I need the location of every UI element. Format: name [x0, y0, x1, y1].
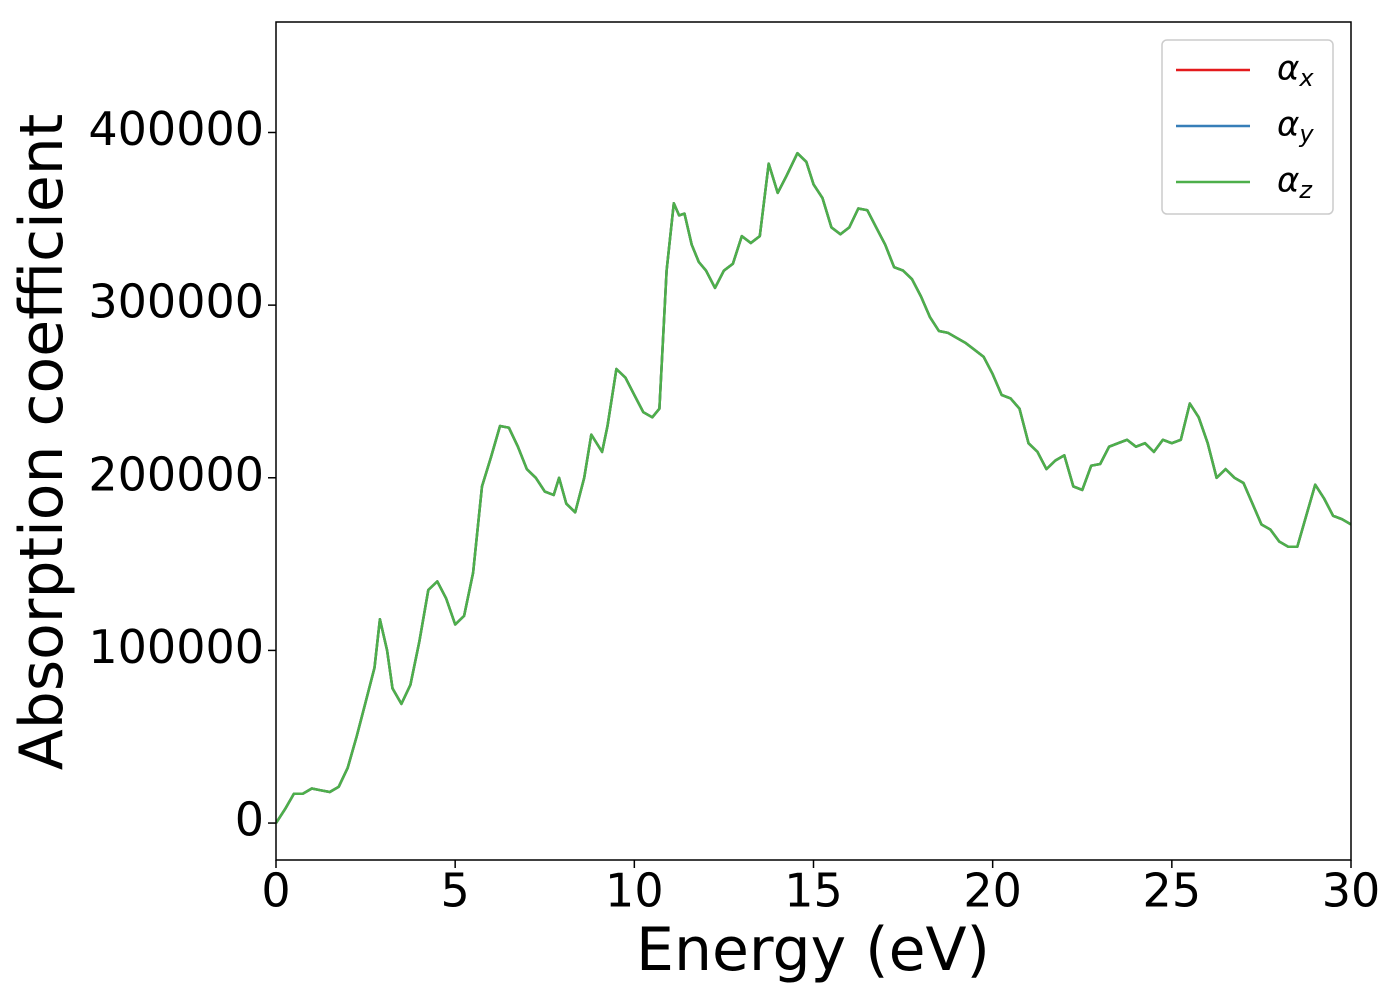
y-tick-label: 300000 [88, 275, 264, 329]
x-tick-label: 25 [1143, 864, 1202, 918]
data-line [276, 151, 1351, 824]
x-tick-label: 30 [1322, 864, 1381, 918]
y-tick-label: 100000 [88, 620, 264, 674]
x-tick-label: 20 [963, 864, 1022, 918]
y-tick-label: 400000 [88, 102, 264, 156]
y-tick-label: 0 [235, 793, 264, 847]
data-line [276, 151, 1351, 824]
data-line [276, 151, 1351, 824]
x-tick-label: 10 [605, 864, 664, 918]
x-tick-label: 5 [441, 864, 470, 918]
x-axis-label: Energy (eV) [636, 915, 990, 985]
plot-frame [275, 21, 1352, 861]
x-tick-label: 0 [261, 864, 290, 918]
y-axis-label: Absorption coefficient [7, 114, 77, 771]
x-tick-label: 15 [784, 864, 843, 918]
y-tick-label: 200000 [88, 447, 264, 501]
